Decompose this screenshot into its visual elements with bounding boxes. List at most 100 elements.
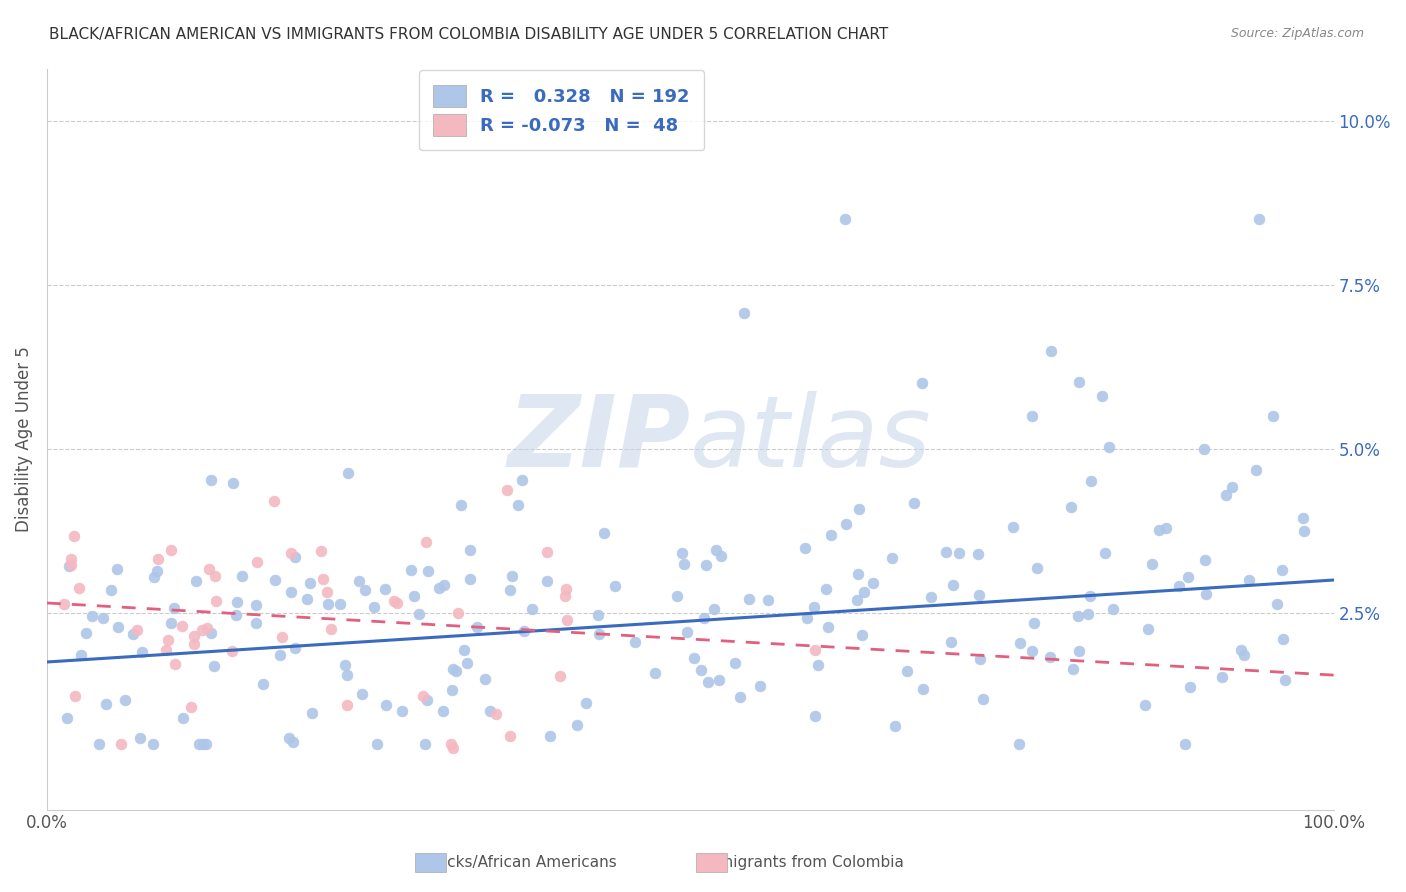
Point — [412, 689, 434, 703]
Point — [110, 737, 132, 751]
Point — [1237, 573, 1260, 587]
Point — [91, 611, 114, 625]
Point — [1008, 737, 1031, 751]
Point — [555, 613, 578, 627]
Point — [67, 581, 90, 595]
Point — [862, 575, 884, 590]
Point — [1102, 602, 1125, 616]
Point — [222, 475, 245, 490]
Point — [58, 558, 80, 573]
Point — [707, 673, 730, 687]
Point — [252, 676, 274, 690]
Point — [107, 620, 129, 634]
Point — [1021, 409, 1043, 424]
Point — [114, 693, 136, 707]
Point — [567, 718, 589, 732]
Point — [52, 598, 75, 612]
Point — [284, 550, 307, 565]
Point — [375, 698, 398, 712]
Point — [335, 657, 357, 672]
Point — [1154, 521, 1177, 535]
Point — [299, 575, 322, 590]
Point — [391, 704, 413, 718]
Point — [427, 582, 450, 596]
Point — [942, 578, 965, 592]
Point — [105, 562, 128, 576]
Point — [159, 542, 181, 557]
Point — [972, 691, 994, 706]
Point — [160, 615, 183, 630]
Point — [63, 529, 86, 543]
Point — [588, 627, 610, 641]
Point — [593, 526, 616, 541]
Point — [803, 600, 825, 615]
Point — [512, 624, 534, 639]
Point — [363, 599, 385, 614]
Point — [195, 621, 218, 635]
Point — [1039, 649, 1062, 664]
Point — [284, 641, 307, 656]
Point — [1147, 523, 1170, 537]
Point — [142, 570, 165, 584]
Point — [384, 593, 406, 607]
Point — [100, 582, 122, 597]
Point — [1177, 570, 1199, 584]
Point — [675, 624, 697, 639]
Point — [148, 552, 170, 566]
Point — [796, 611, 818, 625]
Point — [817, 620, 839, 634]
Point — [673, 557, 696, 571]
Point — [848, 567, 870, 582]
Point — [697, 675, 720, 690]
Point — [852, 584, 875, 599]
Point — [458, 573, 481, 587]
Point — [354, 582, 377, 597]
Point — [1140, 557, 1163, 571]
Text: Source: ZipAtlas.com: Source: ZipAtlas.com — [1230, 27, 1364, 40]
Point — [671, 546, 693, 560]
Point — [246, 555, 269, 569]
Point — [281, 735, 304, 749]
Point — [172, 711, 194, 725]
Point — [1078, 589, 1101, 603]
Point — [948, 546, 970, 560]
Point — [1271, 632, 1294, 647]
Point — [896, 665, 918, 679]
Point — [366, 737, 388, 751]
Point — [1230, 643, 1253, 657]
Point — [447, 607, 470, 621]
Point — [903, 496, 925, 510]
Point — [59, 558, 82, 573]
Point — [440, 737, 463, 751]
Point — [510, 474, 533, 488]
Point — [444, 664, 467, 678]
Point — [146, 564, 169, 578]
Y-axis label: Disability Age Under 5: Disability Age Under 5 — [15, 346, 32, 532]
Point — [200, 473, 222, 487]
Point — [880, 550, 903, 565]
Text: ZIP: ZIP — [508, 391, 690, 488]
Point — [245, 598, 267, 612]
Point — [122, 626, 145, 640]
Legend: R =   0.328   N = 192, R = -0.073   N =  48: R = 0.328 N = 192, R = -0.073 N = 48 — [419, 70, 704, 151]
Point — [1292, 511, 1315, 525]
Point — [205, 594, 228, 608]
Point — [202, 659, 225, 673]
Point — [129, 731, 152, 745]
Point — [1021, 643, 1043, 657]
Point — [1060, 500, 1083, 514]
Point — [198, 562, 221, 576]
Point — [920, 590, 942, 604]
Point — [1220, 479, 1243, 493]
Point — [280, 546, 302, 560]
Point — [142, 737, 165, 751]
Point — [413, 737, 436, 751]
Text: Immigrants from Colombia: Immigrants from Colombia — [699, 855, 904, 870]
Point — [450, 498, 472, 512]
Point — [226, 595, 249, 609]
Point — [316, 585, 339, 599]
Point — [1077, 607, 1099, 621]
Point — [911, 376, 934, 391]
Point — [690, 663, 713, 677]
Point — [1211, 670, 1233, 684]
